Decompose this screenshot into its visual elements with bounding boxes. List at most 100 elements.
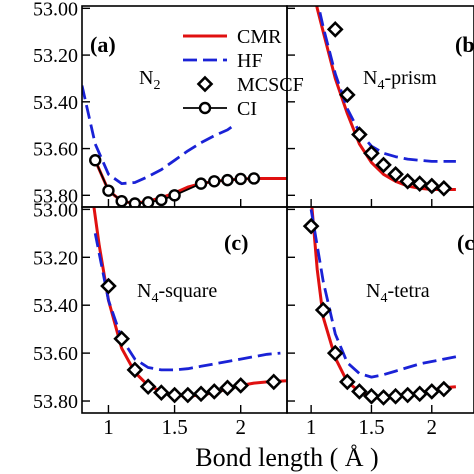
series-mcscf-point-c	[232, 377, 250, 394]
panel-letter-c: (c)	[224, 230, 248, 255]
series-mcscf-point-c	[113, 330, 131, 348]
series-ci-point-a	[194, 177, 208, 190]
series-mcscf-point-c	[205, 383, 223, 400]
series-mcscf-point-c	[100, 277, 117, 295]
series-mcscf-point-b	[423, 177, 441, 195]
series-ci-point-a	[221, 173, 234, 187]
series-mcscf-point-c	[153, 384, 170, 401]
series-mcscf-point-d	[314, 301, 332, 319]
legend-ci-swatch	[198, 101, 212, 115]
legend-cmr-label: CMR	[237, 26, 282, 48]
series-mcscf-point-b	[411, 175, 429, 192]
x-tick-label-d: 2	[427, 415, 438, 439]
molecule-label-a: N2	[139, 67, 160, 93]
x-tick-label-d: 1.5	[358, 415, 384, 439]
series-ci-point-a	[155, 193, 168, 207]
series-ci-point-a	[115, 194, 128, 207]
series-mcscf-point-d	[435, 380, 453, 398]
panel-a: 53.00 53.20 53.40 53.60 53.80 (a) N2	[33, 0, 288, 208]
molecule-label-subscript: 4	[151, 291, 158, 306]
series-mcscf-point-c	[219, 379, 236, 397]
plot-area-b	[315, 6, 456, 197]
legend-mcscf-swatch	[196, 75, 214, 93]
x-tick-label-d: 1	[306, 415, 317, 439]
panel-d: 1 1.5 2 (c N4-tetra	[286, 206, 474, 439]
series-ci-point-a	[89, 154, 102, 167]
y-tick-label-a: 53.00	[33, 0, 78, 20]
y-tick-label-c: 53.80	[33, 391, 78, 413]
panel-letter-d: (c	[457, 230, 474, 255]
panel-letter-a: (a)	[90, 32, 116, 57]
series-ci-point-a	[208, 175, 221, 188]
legend-hf-label: HF	[237, 50, 263, 72]
plot-area-c	[92, 207, 287, 404]
x-tick-label-c: 2	[235, 415, 246, 439]
series-hf-line-c	[93, 233, 281, 372]
molecule-label-suffix: -square	[158, 280, 217, 302]
series-mcscf-point-d	[302, 217, 320, 235]
molecule-label-subscript: 4	[380, 291, 387, 306]
series-mcscf-point-d	[351, 383, 368, 400]
panel-frame-b	[286, 5, 474, 208]
panel-c: 53.00 53.20 53.40 53.60 53.80 1 1.5 2 (c) N4-squa…	[33, 199, 288, 439]
y-tick-label-a: 53.60	[33, 139, 78, 161]
molecule-label-base: N	[363, 67, 377, 89]
series-mcscf-point-d	[423, 383, 441, 400]
series-mcscf-point-d	[411, 385, 429, 403]
x-axis-label: Bond length ( Å )	[195, 443, 378, 472]
series-mcscf-point-c	[126, 361, 144, 379]
series-mcscf-point-b	[351, 126, 368, 143]
series-mcscf-point-c	[192, 385, 210, 403]
series-hf-line-d	[309, 209, 457, 379]
series-mcscf-point-b	[338, 86, 356, 104]
series-mcscf-point-c	[179, 386, 197, 404]
series-mcscf-point-c	[265, 373, 283, 391]
y-tick-label-c: 53.00	[33, 199, 78, 221]
series-mcscf-point-b	[387, 165, 404, 183]
y-tick-label-a: 53.40	[33, 92, 78, 114]
panel-b: (b N4-prism	[286, 5, 474, 208]
series-ci-point-a	[168, 189, 181, 202]
series-ci-point-a	[128, 197, 142, 207]
molecule-label-base: N	[366, 280, 380, 302]
series-hf-line-a	[82, 85, 235, 186]
molecule-label-suffix: -tetra	[387, 280, 429, 302]
series-mcscf-point-d	[326, 344, 344, 362]
series-mcscf-point-d	[399, 386, 416, 404]
series-mcscf-point-d	[375, 389, 392, 406]
molecule-label-c: N4-square	[137, 280, 217, 306]
series-hf-line-b	[317, 6, 456, 163]
series-mcscf-point-b	[435, 179, 453, 197]
legend-ci-label: CI	[237, 98, 257, 120]
molecule-label-d: N4-tetra	[366, 280, 430, 306]
molecule-label-subscript: 4	[377, 78, 384, 93]
series-ci-point-a	[247, 172, 261, 185]
panel-frame-d	[286, 206, 474, 414]
series-mcscf-point-d	[338, 373, 356, 391]
molecule-label-base: N	[139, 67, 153, 89]
molecule-label-suffix: -prism	[384, 67, 437, 89]
series-mcscf-point-b	[326, 21, 344, 38]
y-tick-label-a: 53.20	[33, 45, 78, 67]
series-ci-point-a	[234, 172, 247, 186]
series-ci-point-a	[102, 184, 115, 197]
y-tick-label-c: 53.60	[33, 343, 78, 365]
series-ci-point-a	[141, 196, 155, 207]
legend-mcscf-label: MCSCF	[237, 74, 304, 96]
series-mcscf-point-d	[363, 387, 380, 405]
series-mcscf-point-b	[375, 156, 392, 174]
plot-area-d	[302, 207, 457, 406]
series-mcscf-point-c	[139, 378, 157, 395]
x-tick-label-c: 1.5	[161, 415, 187, 439]
y-tick-label-c: 53.20	[33, 247, 78, 269]
x-tick-label-c: 1	[103, 415, 114, 439]
y-tick-label-a: 53.80	[33, 185, 78, 207]
series-mcscf-point-b	[363, 144, 380, 162]
series-mcscf-point-b	[399, 172, 416, 190]
molecule-label-base: N	[137, 280, 151, 302]
y-tick-label-c: 53.40	[33, 295, 78, 317]
series-mcscf-point-d	[387, 387, 404, 405]
series-mcscf-point-c	[166, 386, 183, 404]
